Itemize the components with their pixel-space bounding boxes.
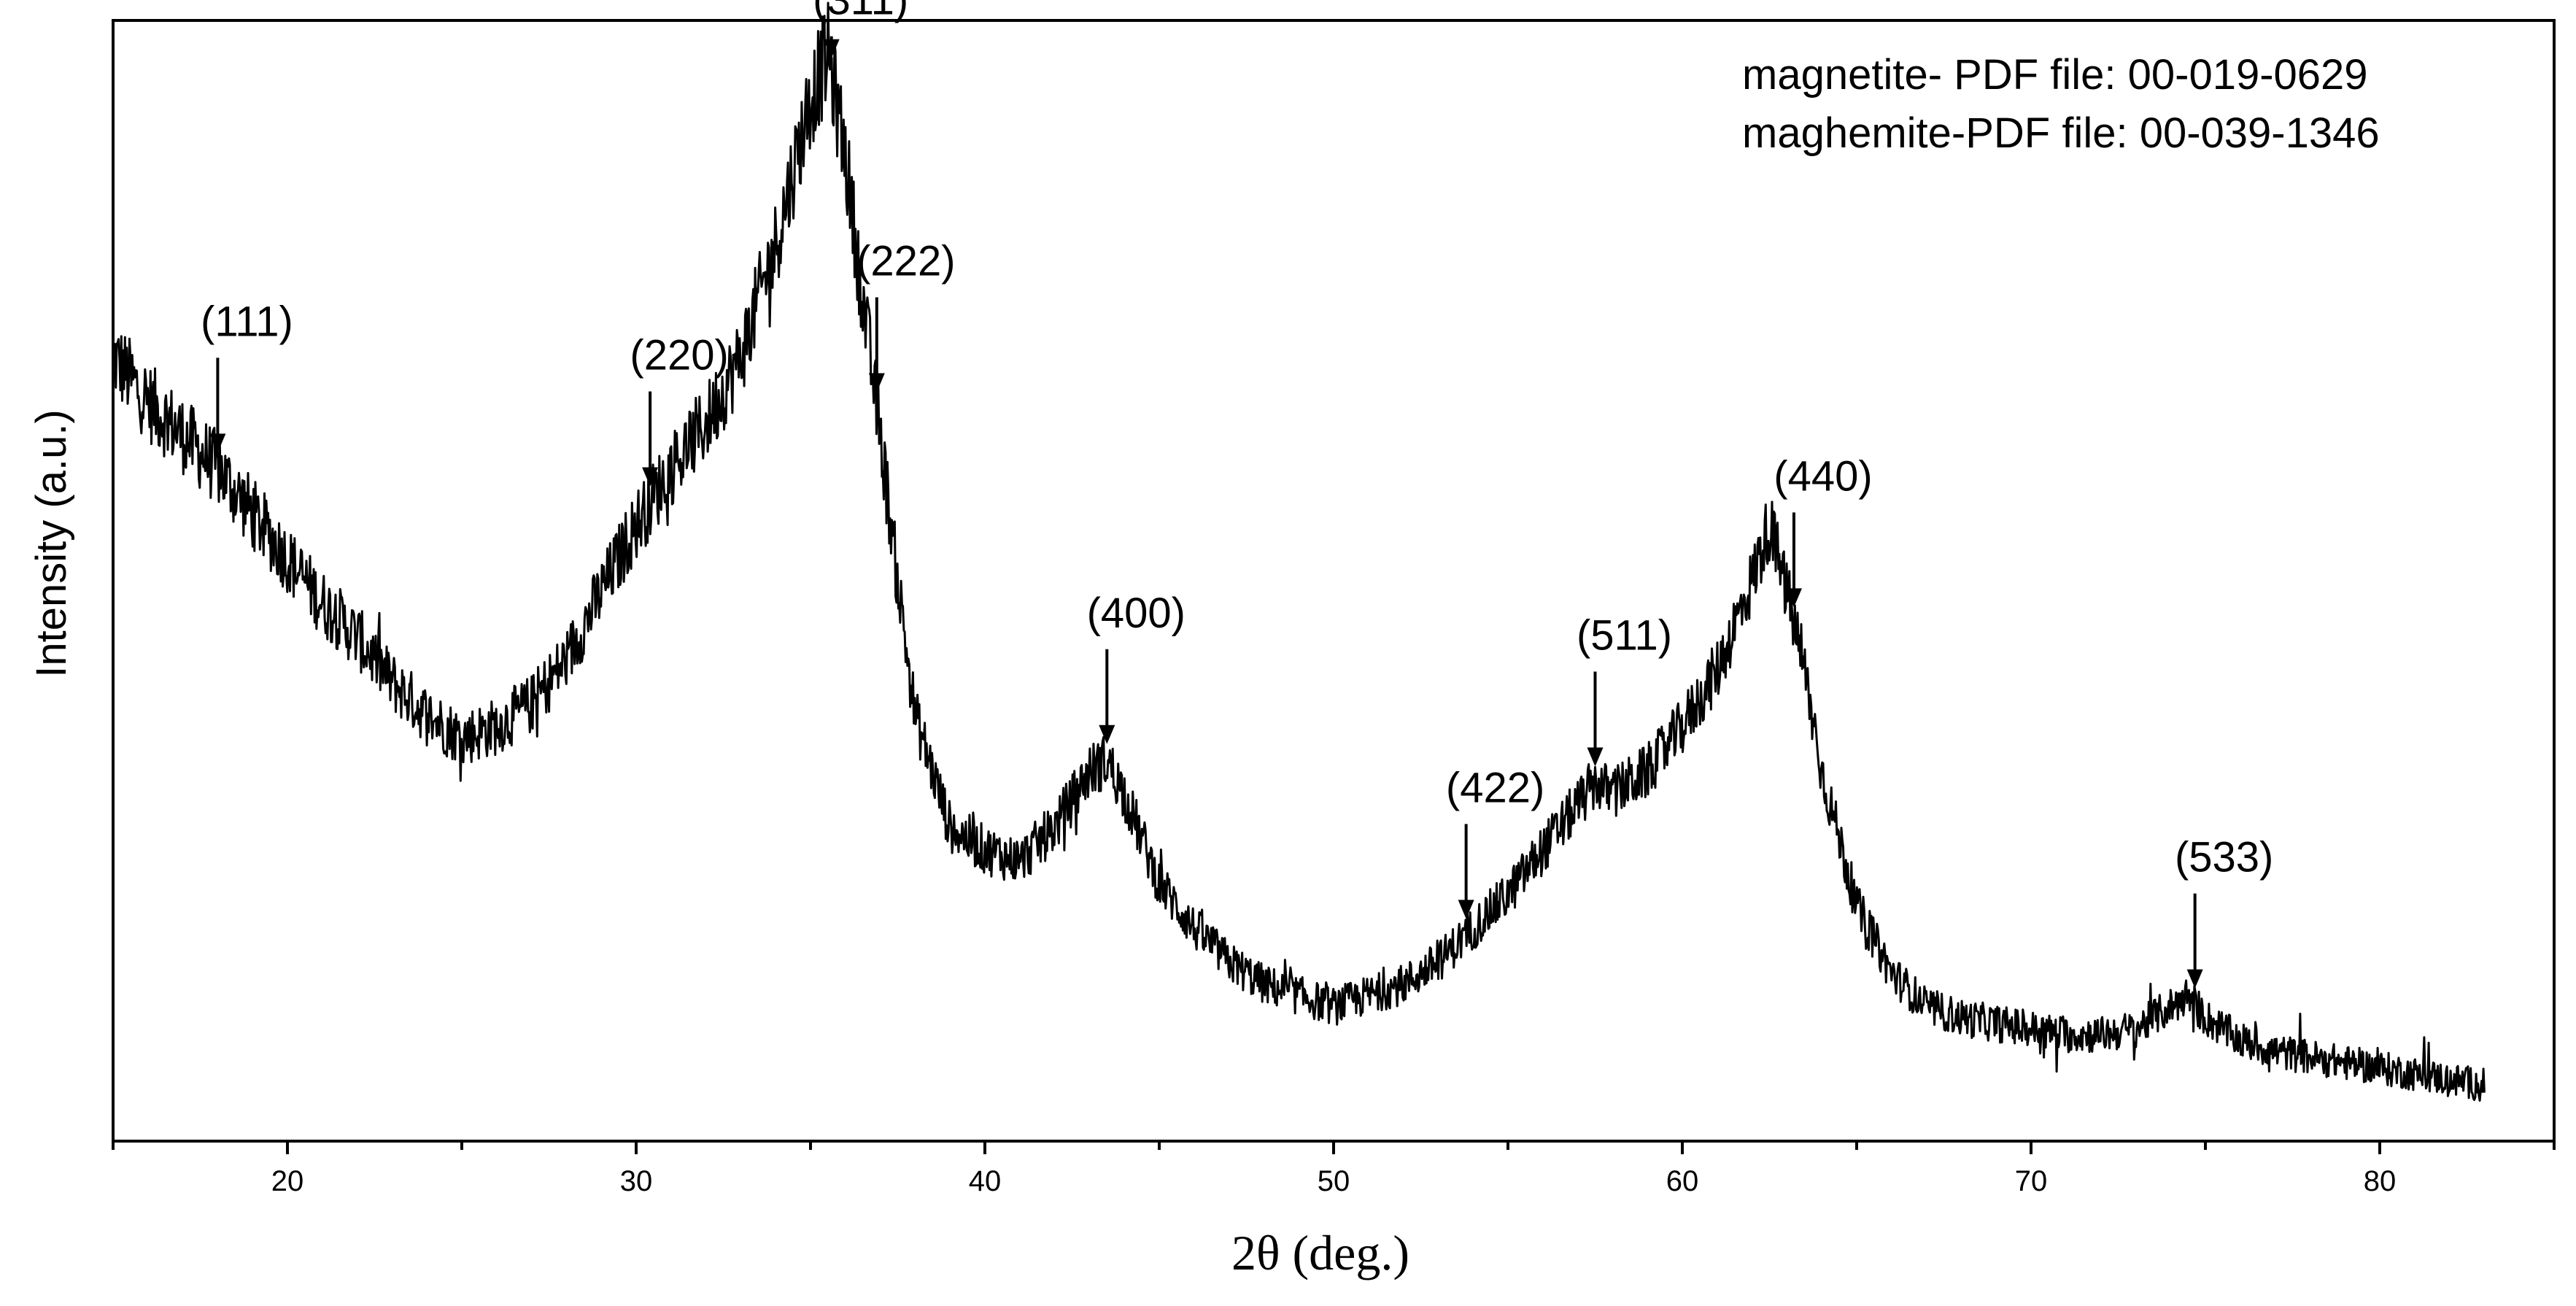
peak-label: (222)	[856, 237, 955, 285]
peak-annotation: (220)	[630, 331, 729, 487]
peak-arrow-head	[1458, 900, 1474, 919]
peak-label: (422)	[1446, 764, 1544, 811]
peak-arrow-head	[642, 467, 659, 487]
peak-label: (440)	[1774, 452, 1872, 500]
peak-label: (400)	[1087, 590, 1185, 637]
peak-arrow-head	[1785, 588, 1802, 608]
peak-annotation: (400)	[1087, 590, 1185, 744]
peak-arrow-head	[1099, 725, 1115, 744]
peak-arrow-head	[209, 433, 226, 453]
xrd-pattern-line	[112, 1, 2486, 1102]
plot-frame	[112, 19, 2556, 1143]
peak-annotation: (311)	[813, 0, 908, 58]
x-tick-label: 30	[620, 1165, 653, 1197]
x-axis-label: 2θ (deg.)	[1231, 1225, 1409, 1280]
legend-line-maghemite: maghemite-PDF file: 00-039-1346	[1742, 109, 2380, 157]
y-axis-label: Intensity (a.u.)	[28, 409, 75, 677]
peak-annotation: (222)	[856, 237, 956, 393]
peak-annotation: (511)	[1577, 611, 1672, 767]
x-tick-label: 80	[2364, 1165, 2397, 1197]
peak-annotation: (440)	[1774, 452, 1873, 608]
peak-annotation: (533)	[2175, 834, 2273, 989]
x-tick-label: 20	[271, 1165, 304, 1197]
x-tick-label: 70	[2015, 1165, 2048, 1197]
peak-label: (111)	[201, 298, 293, 345]
x-axis-tick-labels: 20 30 40 50 60 70 80	[271, 1165, 2397, 1197]
peak-arrow-head	[868, 373, 885, 393]
peak-annotation: (422)	[1446, 764, 1544, 919]
peak-arrow-head	[2186, 969, 2203, 989]
peak-markers: (111) (220) (311) (222) (400) (422) (511) (440)…	[201, 0, 2273, 989]
peak-label: (220)	[630, 331, 728, 379]
peak-arrow-head	[823, 39, 840, 58]
peak-label: (311)	[813, 0, 908, 24]
x-tick-label: 50	[1318, 1165, 1350, 1197]
x-tick-label: 60	[1666, 1165, 1699, 1197]
peak-annotation: (111)	[201, 298, 293, 453]
x-tick-label: 40	[969, 1165, 1002, 1197]
peak-arrow-head	[1587, 747, 1604, 767]
peak-label: (533)	[2175, 834, 2273, 881]
legend-line-magnetite: magnetite- PDF file: 00-019-0629	[1742, 51, 2368, 98]
peak-label: (511)	[1577, 611, 1672, 659]
x-axis-ticks	[112, 1141, 2556, 1154]
